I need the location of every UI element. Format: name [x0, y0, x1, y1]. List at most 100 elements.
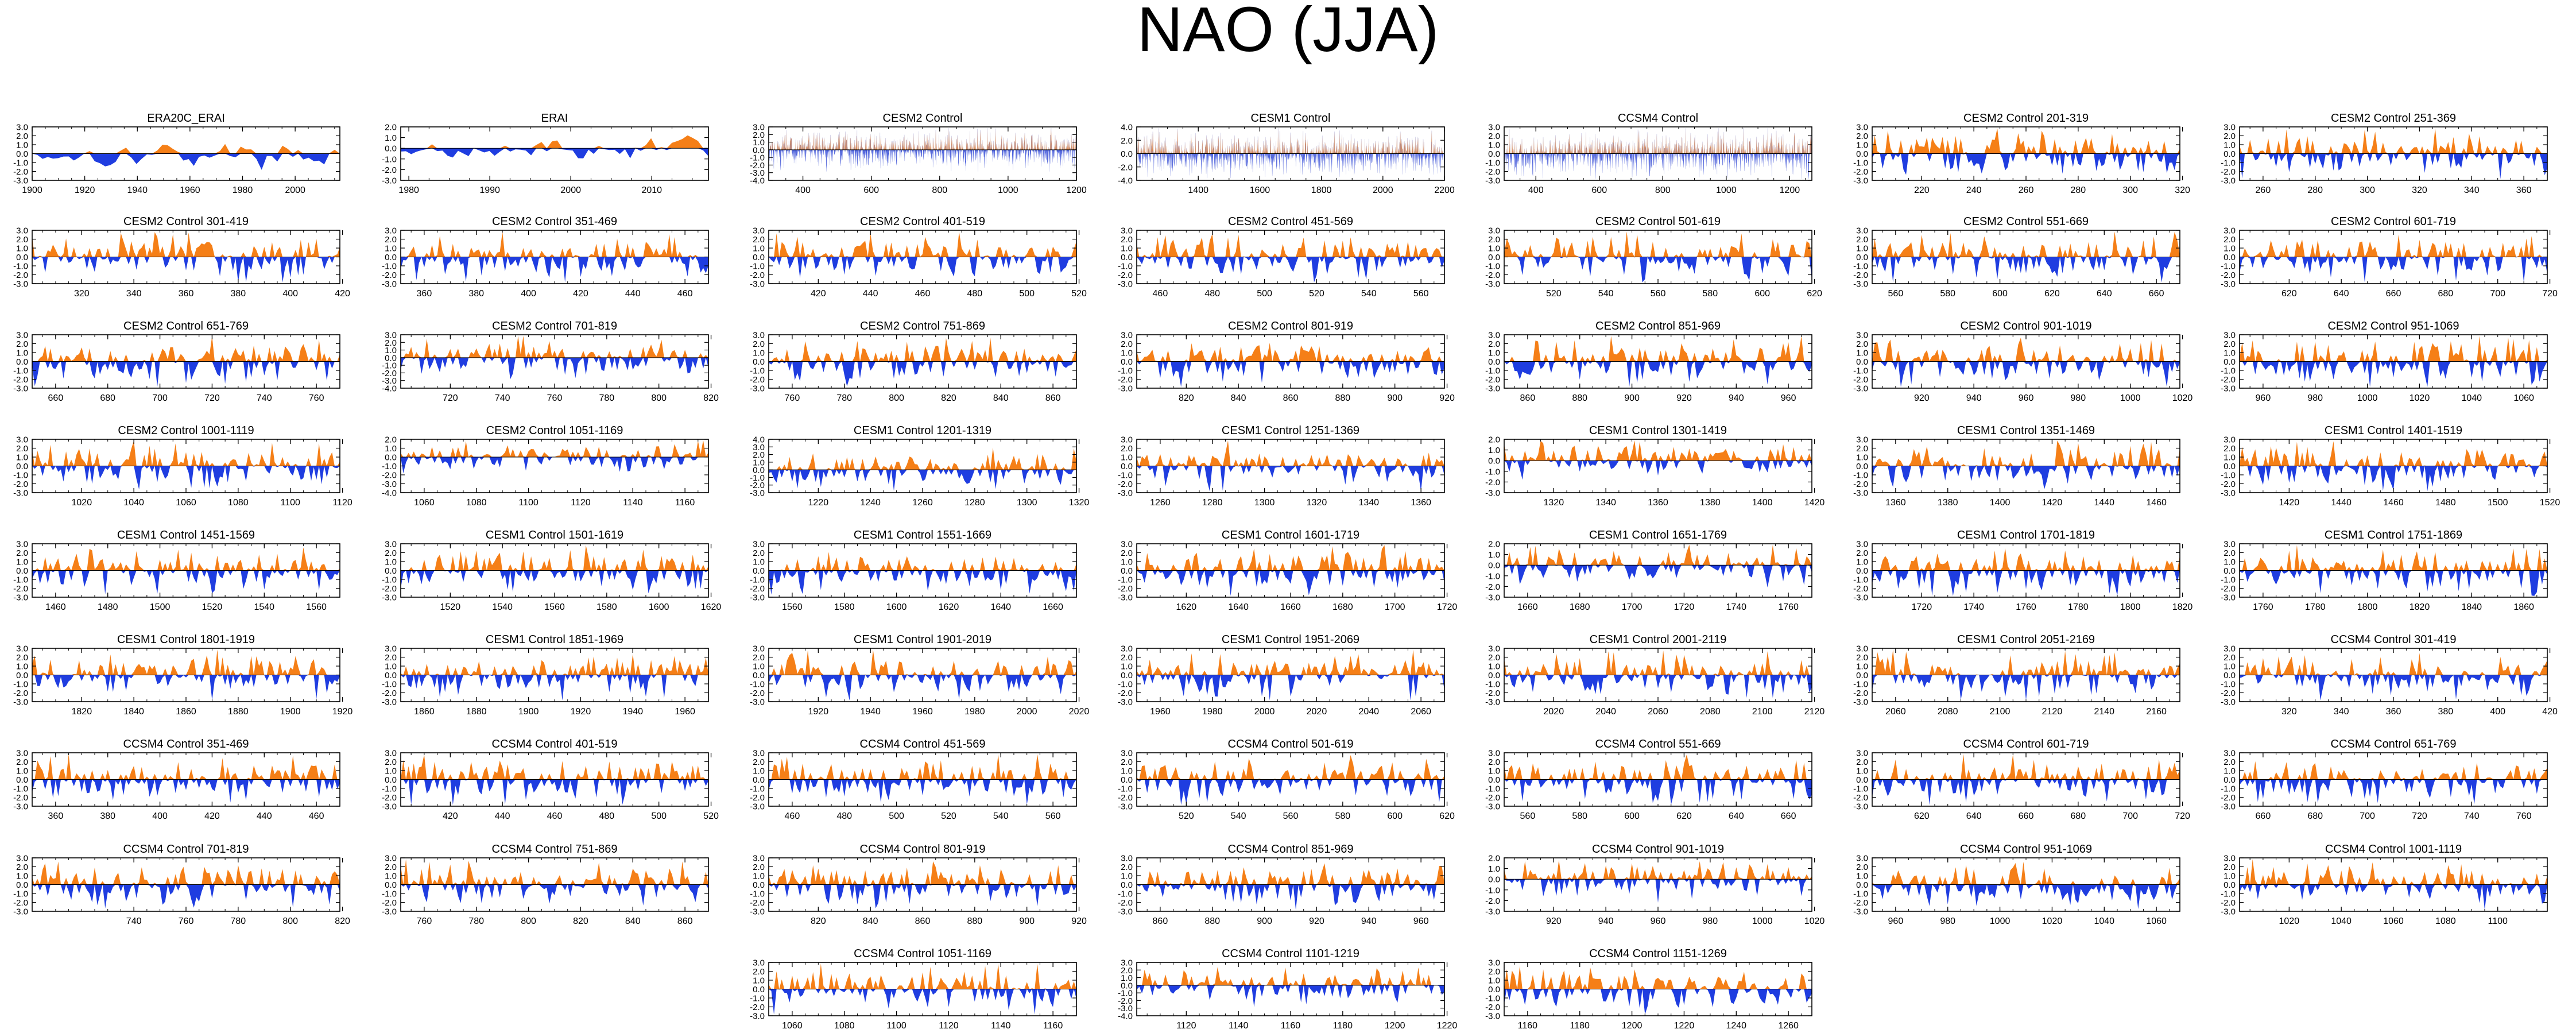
x-tick-label: 1380 — [1938, 498, 1958, 508]
y-tick-label: 3.0 — [2224, 435, 2236, 445]
y-tick-label: 2.0 — [1856, 444, 1868, 454]
x-tick-label: 800 — [651, 393, 667, 403]
x-tick-label: 720 — [204, 393, 220, 403]
y-tick-label: 2.0 — [1856, 235, 1868, 245]
panel-title: CESM2 Control 201-319 — [1963, 112, 2089, 125]
panel-title: ERAI — [541, 112, 568, 125]
positive-area — [2240, 336, 2547, 362]
y-tick-label: -2.0 — [382, 584, 397, 594]
y-tick-label: -1.0 — [13, 366, 28, 376]
negative-area — [1872, 675, 2180, 701]
panel-36: CESM1 Control 1851-19693.02.01.00.0-1.0-… — [382, 633, 709, 717]
x-tick-label: 800 — [282, 916, 298, 926]
y-tick-label: 0.0 — [753, 566, 765, 576]
y-tick-label: -1.0 — [750, 575, 765, 585]
x-tick-label: 320 — [2412, 185, 2427, 195]
x-tick-label: 1420 — [1804, 498, 1825, 508]
x-tick-label: 2060 — [1885, 707, 1906, 717]
y-tick-label: 2.0 — [1121, 653, 1133, 663]
x-tick-label: 1800 — [1311, 185, 1332, 195]
panel-49: CCSM4 Control 701-819 3.02.01.00.0-1.0-2.… — [13, 843, 350, 926]
x-tick-label: 840 — [993, 393, 1009, 403]
x-tick-label: 1500 — [150, 602, 171, 612]
y-tick-label: 2.0 — [2224, 131, 2236, 141]
y-tick-label: 2.0 — [1488, 540, 1500, 550]
x-tick-label: 480 — [836, 811, 852, 821]
x-tick-label: 620 — [2281, 289, 2297, 299]
positive-area — [401, 545, 708, 571]
panel-44: CCSM4 Control 451-569 3.02.01.00.0-1.0-2.… — [750, 738, 1077, 821]
x-tick-label: 400 — [521, 289, 536, 299]
y-tick-label: -2.0 — [1853, 898, 1868, 908]
panel-title: CESM2 Control 551-669 — [1963, 215, 2089, 228]
y-tick-label: -2.0 — [1485, 270, 1500, 280]
panel-6: CESM2 Control 251-369 3.02.01.00.0-1.0-2.… — [2221, 112, 2548, 195]
y-tick-label: 2.0 — [1856, 548, 1868, 558]
x-tick-label: 440 — [495, 811, 510, 821]
x-tick-label: 1740 — [1726, 602, 1746, 612]
positive-area — [769, 231, 1076, 257]
y-tick-label: 3.0 — [2224, 123, 2236, 133]
x-tick-label: 1860 — [176, 707, 196, 717]
x-tick-label: 800 — [1655, 185, 1671, 195]
x-tick-label: 600 — [1591, 185, 1607, 195]
x-tick-label: 700 — [2122, 811, 2138, 821]
y-tick-label: 1.0 — [1121, 767, 1133, 776]
y-tick-label: 2.0 — [753, 653, 765, 663]
panel-title: CESM2 Control 251-369 — [2331, 112, 2456, 125]
y-tick-label: -2.0 — [750, 481, 765, 490]
positive-area — [1137, 440, 1444, 466]
y-tick-label: 2.0 — [16, 653, 28, 663]
y-tick-label: 0.0 — [753, 357, 765, 367]
x-tick-label: 800 — [521, 916, 536, 926]
y-tick-label: 0.0 — [16, 253, 28, 262]
x-tick-label: 2000 — [560, 185, 581, 195]
positive-area — [769, 754, 1076, 780]
x-tick-label: 640 — [2334, 289, 2349, 299]
y-tick-label: -1.0 — [13, 575, 28, 585]
y-tick-label: -2.0 — [13, 479, 28, 489]
x-tick-label: 1000 — [1990, 916, 2011, 926]
y-tick-label: 4.0 — [753, 435, 765, 445]
positive-area — [401, 440, 708, 457]
x-tick-label: 500 — [1019, 289, 1035, 299]
x-tick-label: 1940 — [860, 707, 881, 717]
panel-title: CESM1 Control 1201-1319 — [854, 424, 991, 437]
x-tick-label: 1900 — [518, 707, 539, 717]
x-tick-label: 1320 — [1544, 498, 1564, 508]
x-tick-label: 1000 — [2120, 393, 2141, 403]
x-tick-label: 420 — [573, 289, 588, 299]
x-tick-label: 360 — [179, 289, 194, 299]
x-tick-label: 1420 — [2042, 498, 2063, 508]
y-tick-label: 2.0 — [385, 123, 397, 133]
x-tick-label: 1100 — [518, 498, 539, 508]
x-tick-label: 420 — [204, 811, 220, 821]
y-tick-label: -3.0 — [1485, 280, 1500, 289]
x-tick-label: 660 — [2256, 811, 2271, 821]
y-tick-label: 2.0 — [385, 435, 397, 445]
x-tick-label: 1720 — [1912, 602, 1932, 612]
panel-title: CESM2 Control 951-1069 — [2327, 320, 2459, 332]
y-tick-label: 2.0 — [1121, 862, 1133, 872]
x-tick-label: 380 — [230, 289, 246, 299]
x-tick-label: 1800 — [2120, 602, 2141, 612]
y-tick-label: 1.0 — [2224, 349, 2236, 358]
x-tick-label: 600 — [1624, 811, 1640, 821]
panel-title: CCSM4 Control 501-619 — [1228, 738, 1354, 750]
panel-title: CESM2 Control 351-469 — [492, 215, 617, 228]
x-tick-label: 1700 — [1622, 602, 1643, 612]
y-tick-label: -1.0 — [382, 154, 397, 164]
x-tick-label: 920 — [1914, 393, 1930, 403]
panel-50: CCSM4 Control 751-869 3.02.01.00.0-1.0-2.… — [382, 843, 709, 926]
y-tick-label: -1.0 — [382, 262, 397, 272]
positive-area — [1504, 336, 1812, 362]
positive-area — [2240, 545, 2547, 571]
x-tick-label: 960 — [1413, 916, 1429, 926]
x-tick-label: 740 — [257, 393, 272, 403]
y-tick-label: 2.0 — [16, 339, 28, 349]
y-tick-label: -1.0 — [1853, 784, 1868, 794]
y-tick-label: -3.0 — [382, 802, 397, 812]
x-tick-label: 1260 — [1150, 498, 1171, 508]
y-tick-label: -1.0 — [750, 680, 765, 690]
y-tick-label: -3.0 — [1485, 802, 1500, 812]
